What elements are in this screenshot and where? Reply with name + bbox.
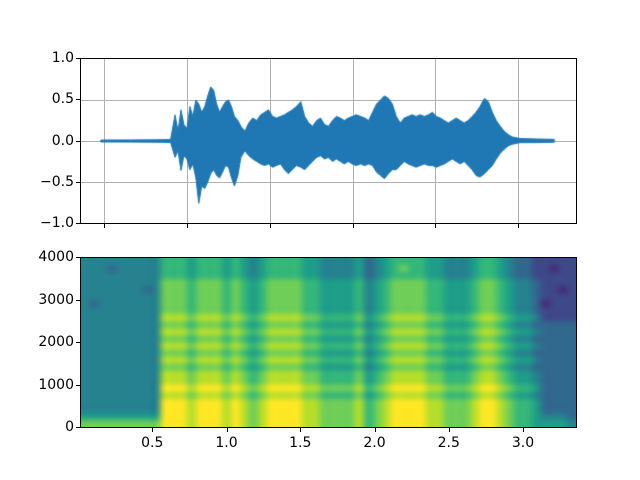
spectrogram-y-ticklabel: 2000: [38, 334, 74, 350]
spectrogram-x-ticklabel: 3.0: [511, 435, 535, 451]
spectrogram-axes: [80, 257, 577, 428]
waveform-x-tick: [435, 224, 437, 228]
waveform-y-ticklabel: −0.5: [40, 173, 74, 190]
waveform-y-tick: [76, 99, 80, 101]
spectrogram-y-tick: [76, 299, 80, 301]
spectrogram-x-ticklabel: 1.0: [215, 435, 238, 451]
spectrogram-x-ticklabel: 2.5: [437, 435, 460, 451]
waveform-y-tick: [76, 140, 80, 142]
waveform-x-tick: [104, 224, 106, 228]
spectrogram-x-tick: [226, 428, 228, 432]
spectrogram-y-ticklabel: 0: [65, 419, 74, 435]
waveform-x-tick: [186, 224, 188, 228]
waveform-x-tick: [353, 224, 355, 228]
spectrogram-x-tick: [300, 428, 302, 432]
waveform-canvas: [81, 59, 576, 223]
waveform-x-tick: [269, 224, 271, 228]
waveform-y-ticklabel: 1.0: [51, 50, 74, 66]
waveform-y-ticklabel: 0.0: [51, 132, 74, 149]
spectrogram-y-tick: [76, 342, 80, 343]
waveform-axes: [80, 58, 577, 224]
spectrogram-y-ticklabel: 3000: [38, 291, 74, 308]
spectrogram-x-ticklabel: 1.5: [289, 435, 312, 451]
waveform-y-ticklabel: −1.0: [40, 215, 74, 231]
waveform-y-tick: [76, 223, 80, 224]
spectrogram-x-tick: [374, 428, 376, 432]
spectrogram-canvas: [81, 258, 576, 427]
waveform-x-tick: [517, 224, 519, 228]
waveform-y-tick: [76, 181, 80, 183]
spectrogram-y-tick: [76, 427, 80, 428]
waveform-y-ticklabel: 0.5: [51, 91, 74, 108]
spectrogram-x-ticklabel: 2.0: [363, 435, 386, 451]
waveform-y-tick: [76, 58, 80, 59]
spectrogram-y-tick: [76, 257, 80, 258]
spectrogram-x-tick: [448, 428, 450, 432]
spectrogram-y-ticklabel: 1000: [38, 376, 74, 393]
spectrogram-x-tick: [523, 428, 525, 432]
spectrogram-x-tick: [152, 428, 154, 432]
spectrogram-y-tick: [76, 384, 80, 386]
spectrogram-x-ticklabel: 0.5: [141, 435, 164, 451]
spectrogram-y-ticklabel: 4000: [38, 249, 74, 265]
